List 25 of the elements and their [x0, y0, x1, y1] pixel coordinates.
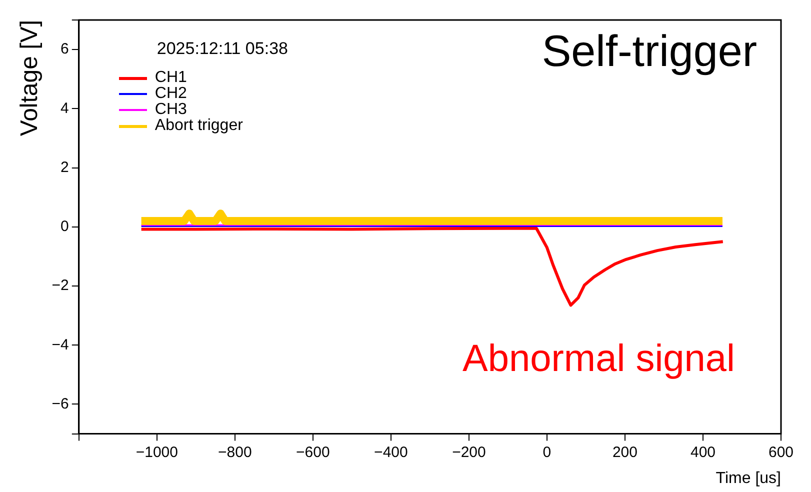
x-tick-label: 0 [542, 444, 552, 461]
x-tick-label: 600 [768, 444, 794, 461]
x-tick-label: −400 [374, 444, 408, 461]
x-tick-label: −600 [296, 444, 330, 461]
x-tick-label: −200 [452, 444, 486, 461]
y-tick-label: −2 [52, 277, 69, 294]
x-tick-label: 400 [690, 444, 716, 461]
y-tick-label: 6 [60, 40, 69, 58]
annotation: Self-trigger [542, 27, 757, 76]
y-tick-label: 0 [60, 218, 69, 236]
legend-label: CH1 [154, 69, 187, 86]
y-tick-label: −4 [52, 336, 69, 354]
legend-label: CH2 [154, 85, 187, 102]
y-tick-label: 4 [60, 100, 69, 117]
x-tick-label: −1000 [136, 444, 178, 461]
annotation: Abnormal signal [462, 338, 735, 380]
x-tick-label: −800 [218, 444, 252, 461]
legend-label: CH3 [154, 101, 187, 118]
y-tick-label: 2 [60, 158, 69, 176]
y-tick-label: −6 [52, 395, 69, 412]
x-tick-label: 200 [612, 444, 638, 461]
annotation: 2025:12:11 05:38 [156, 39, 288, 58]
x-axis-title: Time [us] [716, 470, 781, 487]
y-axis-title: Voltage [V] [16, 20, 44, 136]
legend-label: Abort trigger [154, 117, 243, 134]
